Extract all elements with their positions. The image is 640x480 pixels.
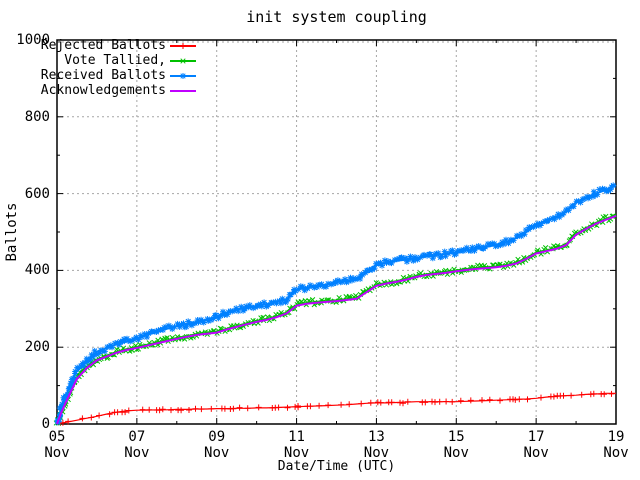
x-tick-label: 19: [607, 429, 625, 445]
x-tick-label: 15: [447, 429, 465, 445]
x-tick-month-label: Nov: [443, 445, 469, 461]
x-axis-label: Date/Time (UTC): [277, 459, 396, 474]
legend-item-rejected-ballots: Rejected Ballots: [40, 38, 166, 53]
x-tick-month-label: Nov: [124, 445, 150, 461]
x-tick-month-label: Nov: [363, 445, 390, 461]
chart-title: init system coupling: [246, 8, 427, 26]
series-line-rejected-ballots: [56, 392, 616, 425]
legend-item-acknowledgements: Acknowledgements: [40, 83, 166, 98]
series-line-acknowledgements: [56, 214, 617, 425]
x-tick-label: 17: [527, 429, 545, 445]
x-tick-month-label: Nov: [44, 445, 70, 461]
y-tick-label: 800: [24, 108, 50, 125]
x-tick-label: 07: [128, 429, 146, 445]
y-tick-label: 0: [41, 416, 50, 432]
y-tick-label: 400: [24, 262, 50, 279]
y-tick-label: 1000: [16, 32, 50, 48]
x-tick-label: 11: [288, 429, 305, 445]
x-tick-month-label: Nov: [283, 445, 310, 461]
x-tick-label: 09: [208, 429, 226, 445]
x-tick-month-label: Nov: [523, 445, 549, 461]
x-tick-month-label: Nov: [204, 445, 230, 461]
legend-item-vote-tallied: Vote Tallied,: [64, 53, 166, 68]
y-axis-label: Ballots: [4, 202, 20, 262]
x-tick-month-label: Nov: [603, 445, 629, 461]
y-tick-label: 200: [24, 339, 50, 356]
legend-sample-marker: [180, 58, 186, 64]
legend-item-received-ballots: Received Ballots: [40, 68, 166, 83]
legend-sample-marker: [180, 43, 186, 49]
series-line-vote-tallied: [56, 214, 617, 425]
y-tick-label: 600: [24, 185, 50, 202]
series-markers-rejected-ballots: [57, 390, 615, 426]
x-tick-label: 13: [367, 429, 385, 445]
series-markers-vote-tallied: [53, 213, 617, 426]
legend-sample-marker: [180, 73, 186, 79]
x-tick-label: 05: [48, 429, 66, 445]
series-line-received-ballots: [56, 184, 617, 425]
